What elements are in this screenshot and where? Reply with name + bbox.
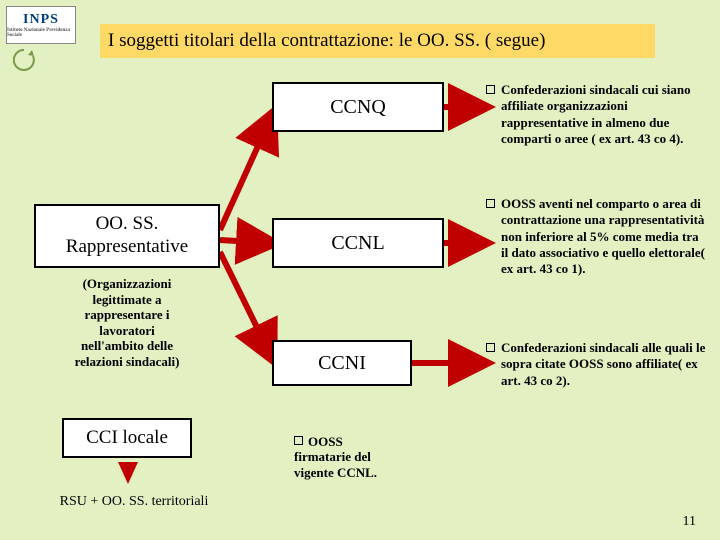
box-ooss: OO. SS. Rappresentative [34,204,220,268]
title-text: I soggetti titolari della contrattazione… [108,30,545,52]
arrow-down-icon [118,462,138,484]
rsu-text: RSU + OO. SS. territoriali [34,494,234,511]
refresh-icon [10,46,38,79]
box-ccnl-label: CCNL [331,232,384,255]
ooss-description: (Organizzazioni legittimate a rappresent… [62,276,192,370]
logo-text: INPS [23,12,59,28]
slide-root: INPS Istituto Nazionale Previdenza Socia… [0,0,720,540]
bullet-text-3: Confederazioni sindacali alle quali le s… [501,340,706,389]
box-ccni-label: CCNI [318,352,366,375]
box-ooss-label: OO. SS. Rappresentative [66,213,188,259]
title-bar: I soggetti titolari della contrattazione… [100,24,655,58]
logo: INPS Istituto Nazionale Previdenza Socia… [6,6,76,44]
bullet-confederazioni-1: Confederazioni sindacali cui siano affil… [486,82,706,151]
box-ccnl: CCNL [272,218,444,268]
bullet-icon [486,343,495,352]
box-ccnq-label: CCNQ [330,96,386,119]
ooss-firmatarie: OOSS firmatarie del vigente CCNL. [294,418,404,480]
bullet-icon [486,85,495,94]
page-number: 11 [683,514,696,530]
box-ccni: CCNI [272,340,412,386]
bullet-icon [486,199,495,208]
bullet-confederazioni-2: Confederazioni sindacali alle quali le s… [486,340,706,393]
bullet-text-1: Confederazioni sindacali cui siano affil… [501,82,706,147]
box-cci-label: CCI locale [86,427,168,449]
box-cci: CCI locale [62,418,192,458]
box-ccnq: CCNQ [272,82,444,132]
bullet-text-2: OOSS aventi nel comparto o area di contr… [501,196,706,277]
bullet-ooss-5pct: OOSS aventi nel comparto o area di contr… [486,196,706,281]
logo-subtext: Istituto Nazionale Previdenza Sociale [7,28,75,38]
